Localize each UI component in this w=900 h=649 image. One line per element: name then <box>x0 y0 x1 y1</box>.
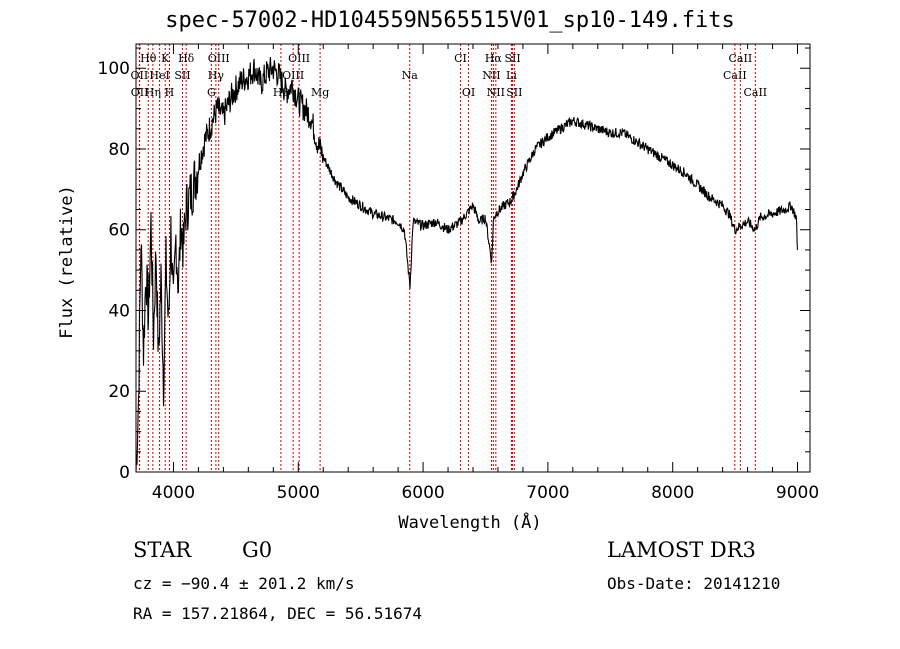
spectrum-series-line <box>135 56 799 473</box>
redshift-cz: cz = −90.4 ± 201.2 km/s <box>133 574 355 593</box>
line-label: CaII <box>729 52 753 65</box>
line-label: OIII <box>288 52 310 65</box>
x-tick-label: 9000 <box>776 483 819 503</box>
line-label: H <box>165 86 175 99</box>
axis-ticks: 4000 5000 6000 7000 8000 9000 0 20 40 60 80 100 <box>98 44 819 503</box>
y-tick-label: 60 <box>108 221 130 241</box>
line-label: SII <box>504 52 520 65</box>
y-tick-label: 20 <box>108 382 130 402</box>
line-label: CI <box>454 52 467 65</box>
line-label: Hα <box>485 52 503 65</box>
line-label: Hθ <box>140 52 157 65</box>
line-label: OI <box>462 86 475 99</box>
x-tick-label: 7000 <box>526 483 569 503</box>
line-label: NII <box>487 86 505 99</box>
obs-date: Obs-Date: 20141210 <box>607 574 781 593</box>
line-label: K <box>161 52 170 65</box>
chart-title: spec-57002-HD104559N565515V01_sp10-149.f… <box>165 8 735 33</box>
survey-name: LAMOST DR3 <box>607 538 756 562</box>
line-label: CaII <box>743 86 767 99</box>
line-label: OIII <box>282 69 304 82</box>
object-class: STAR <box>133 538 192 562</box>
y-tick-label: 0 <box>119 463 130 483</box>
line-label: Hη <box>145 86 161 99</box>
ra-dec: RA = 157.21864, DEC = 56.51674 <box>133 604 422 623</box>
line-label: Mg <box>311 86 329 99</box>
line-label: OIII <box>208 52 230 65</box>
y-axis-label: Flux (relative) <box>57 185 77 339</box>
line-label: HeI <box>149 69 169 82</box>
emission-line-markers <box>138 44 756 472</box>
y-tick-label: 100 <box>98 59 130 79</box>
line-label: Li <box>506 69 517 82</box>
x-tick-label: 6000 <box>401 483 444 503</box>
line-label: G <box>207 86 216 99</box>
x-tick-label: 5000 <box>277 483 320 503</box>
y-tick-label: 40 <box>108 301 130 321</box>
line-label: CaII <box>723 69 747 82</box>
line-label: NII <box>482 69 500 82</box>
line-label: SII <box>174 69 190 82</box>
x-tick-label: 4000 <box>152 483 195 503</box>
line-label: OII <box>131 69 149 82</box>
x-tick-label: 8000 <box>651 483 694 503</box>
line-label: Hγ <box>208 69 225 82</box>
object-subclass: G0 <box>242 538 273 562</box>
y-tick-label: 80 <box>108 140 130 160</box>
plot-frame <box>135 43 811 473</box>
x-axis-label: Wavelength (Å) <box>398 511 541 533</box>
line-label: OII <box>131 86 149 99</box>
line-label: SII <box>506 86 522 99</box>
line-label: Na <box>402 69 419 82</box>
line-label: Hδ <box>178 52 195 65</box>
